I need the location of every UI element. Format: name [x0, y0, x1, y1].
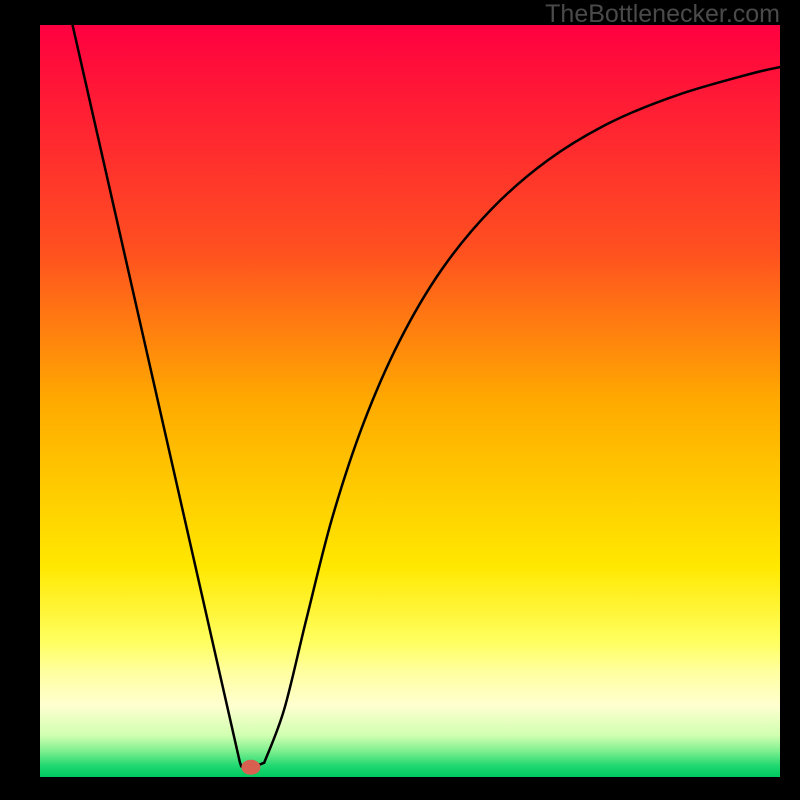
curve-right-branch [264, 67, 780, 763]
curve-left-branch [73, 25, 265, 767]
minimum-marker [242, 760, 260, 774]
watermark-label: TheBottlenecker.com [545, 0, 780, 29]
chart-svg [0, 0, 800, 800]
chart-root: TheBottlenecker.com [0, 0, 800, 800]
